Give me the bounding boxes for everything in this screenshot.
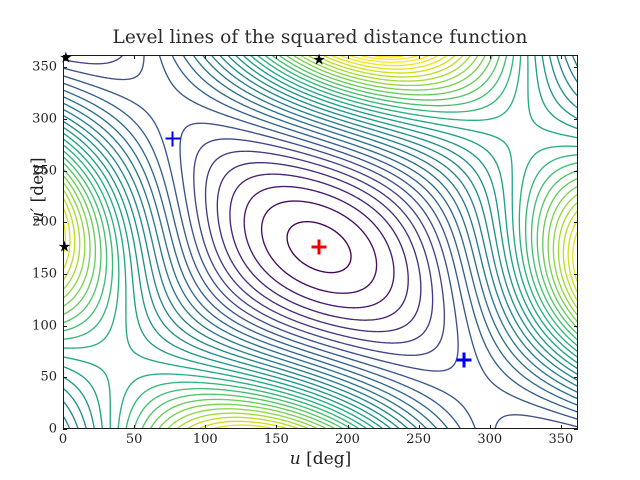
x-axis-label: u [deg] [63, 449, 578, 469]
contour-level-11 [64, 56, 577, 428]
y-tick-150 [63, 274, 67, 276]
x-tick-label-100: 100 [192, 432, 218, 447]
y-axis-label: u′ [deg] [28, 70, 48, 310]
contour-level-10 [64, 56, 577, 428]
y-tick-250 [63, 170, 67, 172]
y-axis-variable: u′ [28, 207, 48, 223]
x-tick-150 [276, 425, 278, 429]
contour-level-16 [64, 56, 577, 428]
y-tick-300 [574, 119, 578, 121]
contour-level-5 [64, 56, 577, 428]
y-tick-50 [63, 377, 67, 379]
x-tick-350 [560, 425, 562, 429]
x-tick-label-50: 50 [125, 432, 143, 447]
y-tick-label-50: 50 [40, 369, 57, 385]
contour-level-33 [287, 222, 351, 273]
y-tick-250 [574, 170, 578, 172]
contour-level-9 [64, 56, 577, 428]
y-tick-label-350: 350 [32, 59, 57, 75]
x-tick-50 [134, 55, 136, 59]
y-tick-0 [63, 429, 67, 430]
contour-level-1 [362, 56, 417, 59]
contour-level-4 [64, 56, 577, 428]
x-tick-label-0: 0 [58, 432, 68, 447]
y-tick-label-100: 100 [32, 318, 57, 334]
contour-level-22 [64, 56, 577, 428]
contour-level-27 [64, 56, 444, 355]
x-tick-50 [134, 425, 136, 429]
chart-title: Level lines of the squared distance func… [112, 27, 528, 48]
y-tick-label-0: 0 [48, 421, 57, 437]
x-tick-250 [418, 425, 420, 429]
contour-level-15 [64, 56, 577, 428]
x-tick-label-150: 150 [263, 432, 289, 447]
y-axis-unit: [deg] [28, 157, 48, 208]
y-tick-350 [63, 67, 67, 69]
x-tick-300 [489, 55, 491, 59]
contour-level-19 [64, 56, 577, 428]
x-tick-200 [347, 425, 349, 429]
y-tick-200 [63, 222, 67, 224]
y-tick-label-150: 150 [32, 266, 57, 282]
x-tick-100 [205, 425, 207, 429]
x-tick-label-200: 200 [335, 432, 360, 447]
contour-level-23 [64, 56, 577, 428]
y-tick-label-200: 200 [32, 214, 57, 230]
contour-level-24 [64, 56, 577, 428]
x-tick-label-300: 300 [477, 432, 503, 447]
contour-level-0 [375, 56, 403, 57]
x-tick-300 [489, 425, 491, 429]
contour-plot [64, 56, 577, 428]
x-tick-200 [347, 55, 349, 59]
x-tick-100 [205, 55, 207, 59]
contour-level-31 [244, 187, 394, 308]
x-tick-0 [63, 55, 64, 59]
contour-level-8 [64, 56, 577, 428]
y-tick-200 [574, 222, 578, 224]
contour-level-26 [64, 56, 577, 428]
y-tick-350 [574, 67, 578, 69]
contour-level-18 [64, 56, 577, 428]
x-tick-150 [276, 55, 278, 59]
contour-level-14 [64, 56, 577, 428]
y-tick-100 [63, 325, 67, 327]
x-tick-350 [560, 55, 562, 59]
contour-level-29 [217, 163, 421, 332]
contour-level-2 [351, 56, 428, 62]
contour-level-25 [64, 56, 577, 428]
y-tick-100 [574, 325, 578, 327]
contour-level-28 [206, 151, 433, 343]
y-tick-50 [574, 377, 578, 379]
x-tick-0 [63, 425, 64, 429]
y-tick-label-250: 250 [32, 163, 57, 179]
x-axis-unit: [deg] [300, 449, 352, 469]
x-tick-250 [418, 55, 420, 59]
contour-level-32 [262, 201, 377, 293]
contour-level-17 [64, 56, 577, 428]
x-axis-variable: u [289, 449, 301, 469]
y-tick-label-300: 300 [32, 111, 57, 127]
x-tick-label-250: 250 [406, 432, 432, 447]
y-tick-300 [63, 119, 67, 121]
contour-level-21 [64, 56, 577, 428]
contour-level-13 [64, 56, 577, 428]
y-tick-0 [574, 429, 578, 430]
plot-area [63, 55, 578, 429]
contour-level-3 [341, 56, 437, 66]
contour-level-20 [64, 56, 577, 428]
contour-level-6 [64, 56, 577, 428]
contour-level-30 [230, 174, 408, 320]
x-tick-label-350: 350 [548, 432, 574, 447]
contour-level-7 [64, 56, 577, 428]
y-tick-150 [574, 274, 578, 276]
